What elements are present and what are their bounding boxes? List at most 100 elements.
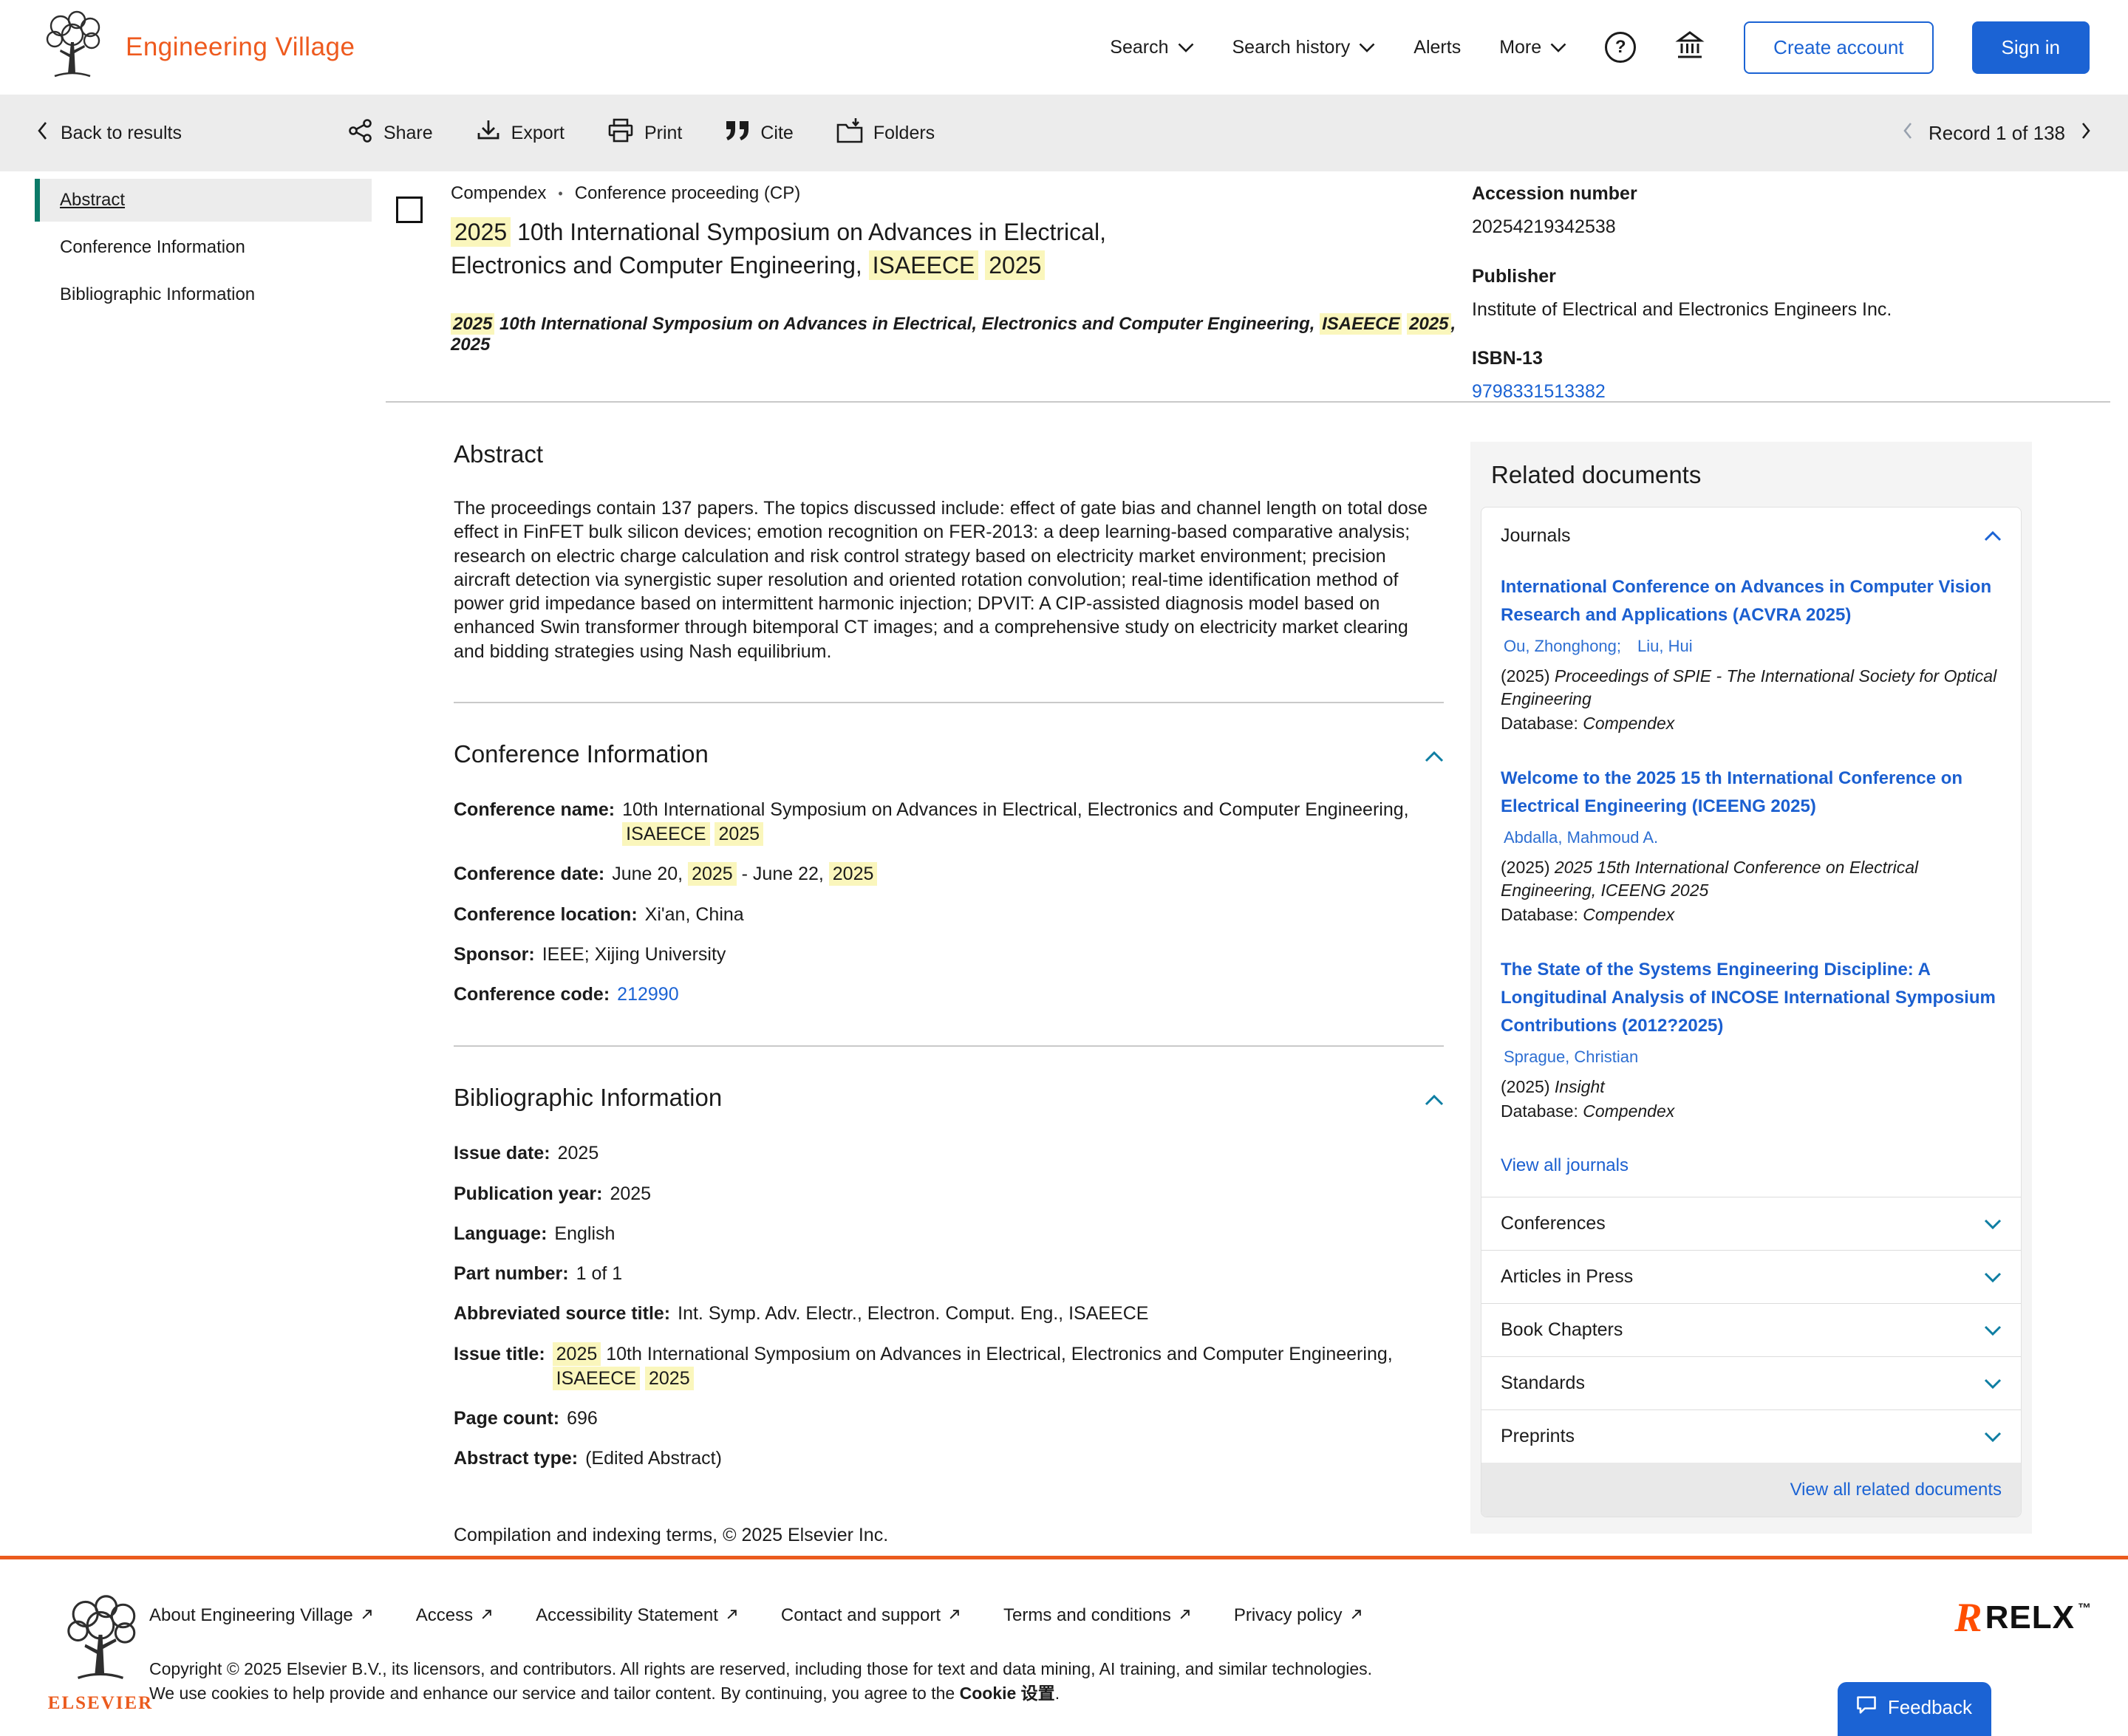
field-issue-title: Issue title: 2025 10th International Sym…	[454, 1342, 1393, 1390]
print-icon	[607, 118, 634, 148]
journals-accordion-header[interactable]: Journals	[1481, 508, 2021, 560]
accordion-standards[interactable]: Standards	[1481, 1356, 2021, 1409]
elsevier-wordmark: ELSEVIER	[47, 1693, 154, 1713]
related-journal-item: The State of the Systems Engineering Dis…	[1481, 943, 2021, 1139]
nav-more[interactable]: More	[1499, 37, 1566, 58]
next-record-icon[interactable]	[2081, 122, 2091, 145]
footer-link-accessibility-statement[interactable]: Accessibility Statement	[536, 1605, 738, 1626]
field-conference-code: Conference code: 212990	[454, 983, 1444, 1007]
feedback-button[interactable]: Feedback	[1837, 1682, 1991, 1736]
print-button[interactable]: Print	[607, 118, 682, 148]
accordion-articles-in-press[interactable]: Articles in Press	[1481, 1249, 2021, 1303]
folders-button[interactable]: Folders	[836, 117, 935, 149]
related-card-footer: View all related documents	[1481, 1462, 2021, 1517]
bibliographic-information-heading: Bibliographic Information	[454, 1084, 723, 1112]
view-all-related-documents-link[interactable]: View all related documents	[1790, 1479, 2002, 1500]
sidebar-item-conference-information[interactable]: Conference Information	[60, 237, 245, 257]
folder-arrow-icon	[836, 117, 863, 149]
sign-in-button[interactable]: Sign in	[1971, 21, 2090, 74]
external-link-icon	[1179, 1605, 1191, 1626]
export-button[interactable]: Export	[476, 118, 565, 148]
chevron-down-icon	[1359, 43, 1375, 52]
meta-publisher: Publisher Institute of Electrical and El…	[1472, 265, 1892, 320]
related-documents-card: Journals International Conference on Adv…	[1481, 507, 2022, 1517]
accordion-preprints[interactable]: Preprints	[1481, 1409, 2021, 1463]
related-title-link[interactable]: The State of the Systems Engineering Dis…	[1501, 959, 1996, 1036]
field-conference-location: Conference location: Xi'an, China	[454, 903, 744, 925]
field-abbreviated-source-title: Abbreviated source title: Int. Symp. Adv…	[454, 1303, 1149, 1325]
chevron-down-icon	[1984, 1319, 2002, 1341]
related-authors[interactable]: Abdalla, Mahmoud A.	[1504, 827, 1659, 847]
field-abstract-type: Abstract type: (Edited Abstract)	[454, 1448, 722, 1469]
chevron-up-icon[interactable]	[1425, 1090, 1444, 1111]
external-link-icon	[361, 1605, 373, 1626]
footer-link-privacy-policy[interactable]: Privacy policy	[1234, 1605, 1363, 1626]
accordion-conferences[interactable]: Conferences	[1481, 1196, 2021, 1250]
related-documents-panel: Related documents Journals International…	[1470, 442, 2032, 1534]
related-title-link[interactable]: Welcome to the 2025 15 th International …	[1501, 768, 1963, 816]
field-conference-name: Conference name: 10th International Symp…	[454, 799, 1409, 846]
record-toolbar: Back to results Share Export	[0, 95, 2128, 171]
record-title: 2025 10th International Symposium on Adv…	[451, 217, 1106, 281]
chevron-down-icon	[1984, 1426, 2002, 1447]
engineering-village-logo[interactable]: Engineering Village	[38, 10, 355, 86]
conference-code-link[interactable]: 212990	[617, 984, 679, 1005]
create-account-button[interactable]: Create account	[1744, 21, 1934, 74]
sidebar-item-abstract[interactable]: Abstract	[35, 179, 372, 222]
database-value: Compendex	[1583, 1101, 1675, 1121]
main-content: Abstract The proceedings contain 137 pap…	[454, 431, 1444, 1546]
cookie-settings-link[interactable]: Cookie 设置	[959, 1684, 1055, 1703]
meta-isbn13: ISBN-13 9798331513382	[1472, 348, 2100, 404]
conference-information-section: Conference Information Conference name: …	[454, 740, 1444, 1008]
footer-link-terms-and-conditions[interactable]: Terms and conditions	[1003, 1605, 1191, 1626]
back-to-results-button[interactable]: Back to results	[37, 121, 182, 146]
field-part-number: Part number: 1 of 1	[454, 1263, 623, 1284]
previous-record-icon[interactable]	[1903, 122, 1912, 145]
record-source-title: 2025 10th International Symposium on Adv…	[451, 312, 1456, 355]
abstract-section: Abstract The proceedings contain 137 pap…	[454, 440, 1444, 663]
related-title-link[interactable]: International Conference on Advances in …	[1501, 577, 1992, 625]
chevron-down-icon	[1550, 43, 1566, 52]
share-button[interactable]: Share	[348, 118, 433, 148]
cite-quote-icon	[725, 120, 750, 147]
help-icon[interactable]: ?	[1605, 32, 1637, 63]
chevron-up-icon[interactable]	[1425, 746, 1444, 768]
nav-search-history[interactable]: Search history	[1232, 37, 1376, 58]
related-journal-item: Welcome to the 2025 15 th International …	[1481, 751, 2021, 943]
institution-icon[interactable]	[1674, 30, 1705, 66]
chevron-down-icon	[1984, 1213, 2002, 1234]
view-all-journals-link[interactable]: View all journals	[1501, 1155, 1629, 1175]
accordion-book-chapters[interactable]: Book Chapters	[1481, 1302, 2021, 1356]
footer-link-about[interactable]: About Engineering Village	[149, 1605, 373, 1626]
cite-button[interactable]: Cite	[725, 120, 794, 147]
section-divider	[454, 701, 1444, 703]
related-source-title: Insight	[1554, 1076, 1605, 1096]
section-divider	[454, 1045, 1444, 1048]
breadcrumb-database: Compendex	[451, 183, 547, 203]
copyright-line-1: Copyright © 2025 Elsevier B.V., its lice…	[149, 1659, 1373, 1678]
footer-link-contact-and-support[interactable]: Contact and support	[781, 1605, 961, 1626]
external-link-icon	[726, 1605, 738, 1626]
related-authors[interactable]: Ou, Zhonghong; Liu, Hui	[1504, 636, 1693, 655]
record-select-checkbox[interactable]	[396, 197, 423, 223]
top-header: Engineering Village Search Search histor…	[0, 0, 2128, 95]
toolbar-actions: Share Export Print	[348, 117, 935, 149]
record-header: Compendex • Conference proceeding (CP) 2…	[451, 183, 1463, 355]
field-issue-date: Issue date: 2025	[454, 1143, 599, 1164]
chevron-up-icon	[1984, 525, 2002, 547]
copyright-line-2: We use cookies to help provide and enhan…	[149, 1684, 1060, 1703]
related-authors[interactable]: Sprague, Christian	[1504, 1047, 1639, 1066]
abstract-text: The proceedings contain 137 papers. The …	[454, 498, 1428, 662]
footer-link-access[interactable]: Access	[416, 1605, 493, 1626]
related-source-title: 2025 15th International Conference on El…	[1501, 857, 1919, 900]
record-pagination: Record 1 of 138	[1903, 122, 2091, 145]
isbn-link[interactable]: 9798331513382	[1472, 381, 1606, 402]
nav-alerts[interactable]: Alerts	[1413, 36, 1462, 58]
related-source-title: Proceedings of SPIE - The International …	[1501, 666, 1997, 708]
chat-bubble-icon	[1855, 1694, 1878, 1721]
sidebar-item-bibliographic-information[interactable]: Bibliographic Information	[60, 284, 256, 304]
elsevier-logo[interactable]: ELSEVIER	[41, 1593, 160, 1714]
field-publication-year: Publication year: 2025	[454, 1183, 652, 1204]
nav-search[interactable]: Search	[1110, 37, 1193, 58]
relx-swoosh-icon: R	[1954, 1595, 1982, 1641]
